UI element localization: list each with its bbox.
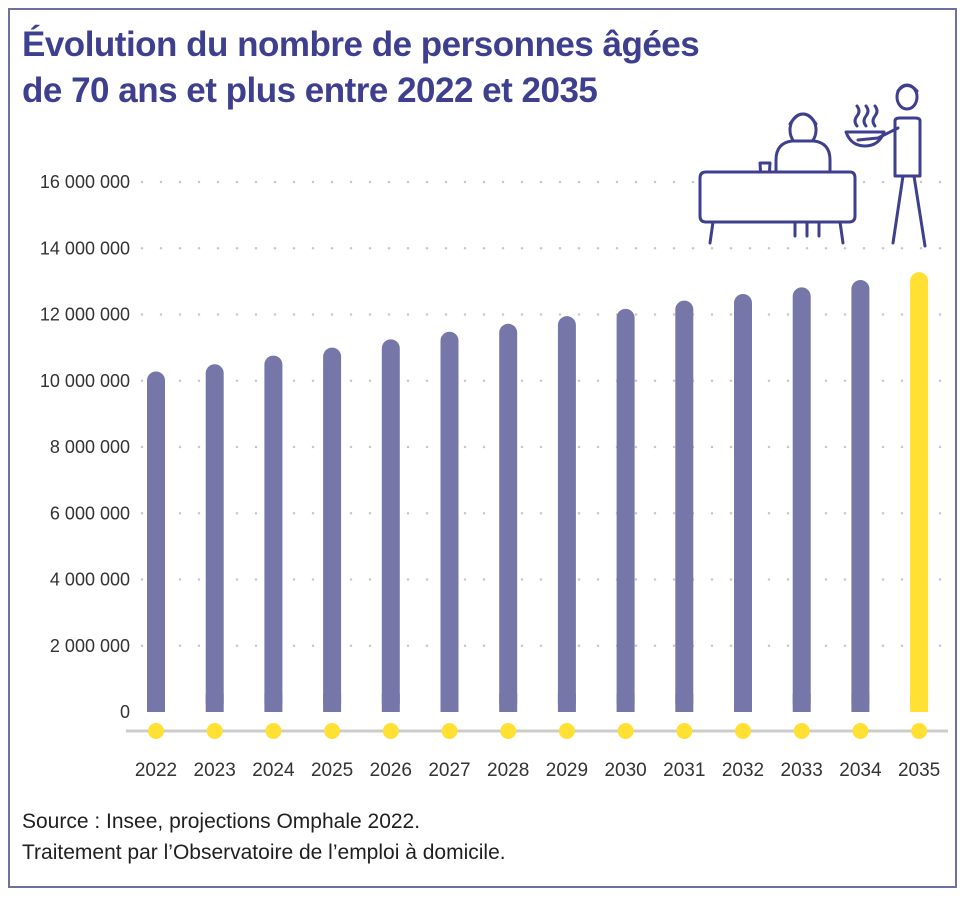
bar-2024 bbox=[264, 355, 283, 712]
x-tick-label-2033: 2033 bbox=[781, 760, 823, 781]
x-dot-2032 bbox=[735, 723, 751, 739]
x-dot-2031 bbox=[676, 723, 693, 739]
x-tick-label-2026: 2026 bbox=[370, 760, 412, 781]
bar-2032 bbox=[734, 293, 752, 712]
x-tick-label-2034: 2034 bbox=[839, 760, 882, 781]
y-tick-label-7: 14 000 000 bbox=[40, 238, 130, 258]
x-tick-label-2022: 2022 bbox=[135, 760, 177, 781]
chart-title-line-2: de 70 ans et plus entre 2022 et 2035 bbox=[22, 71, 598, 110]
bar-base-2030 bbox=[616, 694, 635, 712]
x-axis-dots bbox=[148, 723, 928, 739]
y-tick-label-5: 10 000 000 bbox=[40, 371, 130, 391]
y-tick-label-2: 4 000 000 bbox=[50, 570, 130, 590]
x-dot-2034 bbox=[852, 723, 869, 739]
bar-2025 bbox=[323, 347, 342, 712]
grid-lines bbox=[140, 180, 947, 647]
bar-2035 bbox=[910, 272, 929, 712]
bar-2033 bbox=[792, 287, 811, 712]
x-tick-label-2031: 2031 bbox=[663, 760, 705, 781]
y-tick-label-1: 2 000 000 bbox=[50, 636, 130, 656]
source-note: Source : Insee, projections Omphale 2022… bbox=[22, 806, 922, 868]
x-dot-2027 bbox=[441, 723, 458, 739]
x-tick-label-2025: 2025 bbox=[311, 760, 353, 781]
source-line-1: Source : Insee, projections Omphale 2022… bbox=[22, 810, 421, 833]
table-icon bbox=[698, 170, 857, 245]
y-axis-ticks: 0 2 000 000 4 000 000 6 000 000 8 000 000 10 … bbox=[40, 172, 130, 722]
bar-base-2029 bbox=[557, 694, 576, 712]
bar-base-2022 bbox=[147, 694, 165, 712]
x-dot-2028 bbox=[500, 723, 517, 739]
bar-base-2025 bbox=[323, 694, 342, 712]
server-icon bbox=[844, 83, 927, 248]
bar-base-2026 bbox=[381, 694, 400, 712]
bar-2023 bbox=[205, 364, 224, 712]
chart-title: Évolution du nombre de personnes âgées d… bbox=[22, 22, 782, 114]
x-tick-label-2027: 2027 bbox=[428, 760, 470, 781]
x-tick-label-2028: 2028 bbox=[487, 760, 529, 781]
bar-base-2033 bbox=[792, 694, 811, 712]
bar-base-2028 bbox=[499, 694, 518, 712]
x-dot-2024 bbox=[265, 723, 282, 739]
bar-base-2035 bbox=[910, 694, 929, 712]
x-tick-label-2024: 2024 bbox=[252, 760, 295, 781]
bar-base-2024 bbox=[264, 694, 283, 712]
bar-base-2031 bbox=[675, 694, 694, 712]
x-tick-label-2029: 2029 bbox=[546, 760, 588, 781]
x-dot-2029 bbox=[558, 723, 575, 739]
bar-base-2027 bbox=[440, 694, 459, 712]
seated-person-icon bbox=[774, 112, 832, 238]
source-line-2: Traitement par l’Observatoire de l’emplo… bbox=[22, 841, 506, 864]
x-dot-2023 bbox=[206, 723, 223, 739]
bar-2031 bbox=[675, 300, 694, 712]
x-dot-2026 bbox=[382, 723, 399, 739]
y-tick-label-4: 8 000 000 bbox=[50, 437, 130, 457]
bar-2027 bbox=[440, 331, 459, 712]
x-tick-label-2035: 2035 bbox=[898, 760, 940, 781]
y-tick-label-6: 12 000 000 bbox=[40, 305, 130, 325]
bar-2030 bbox=[616, 308, 635, 712]
y-tick-label-3: 6 000 000 bbox=[50, 503, 130, 523]
bar-2026 bbox=[381, 339, 400, 712]
y-tick-label-8: 16 000 000 bbox=[40, 172, 130, 192]
x-axis-ticks: 2022 2023 2024 2025 2026 2027 2028 2029 2030 2031… bbox=[135, 760, 940, 781]
bar-base-2034 bbox=[851, 694, 870, 712]
bars bbox=[147, 272, 929, 712]
bar-2028 bbox=[499, 323, 518, 712]
x-tick-label-2030: 2030 bbox=[604, 760, 646, 781]
x-dot-2030 bbox=[617, 723, 634, 739]
x-dot-2022 bbox=[148, 723, 164, 739]
chart-title-line-1: Évolution du nombre de personnes âgées bbox=[22, 25, 700, 64]
bar-2029 bbox=[557, 316, 576, 712]
x-dot-2025 bbox=[324, 723, 341, 739]
y-tick-label-0: 0 bbox=[120, 702, 130, 722]
x-dot-2033 bbox=[793, 723, 810, 739]
x-tick-label-2032: 2032 bbox=[722, 760, 764, 781]
bar-2022 bbox=[147, 371, 165, 712]
elderly-person-at-table-with-server-icon bbox=[698, 83, 927, 248]
x-dot-2035 bbox=[911, 723, 928, 739]
bar-base-2032 bbox=[734, 694, 752, 712]
bar-base-2023 bbox=[205, 694, 224, 712]
bar-2034 bbox=[851, 280, 870, 712]
x-tick-label-2023: 2023 bbox=[194, 760, 236, 781]
